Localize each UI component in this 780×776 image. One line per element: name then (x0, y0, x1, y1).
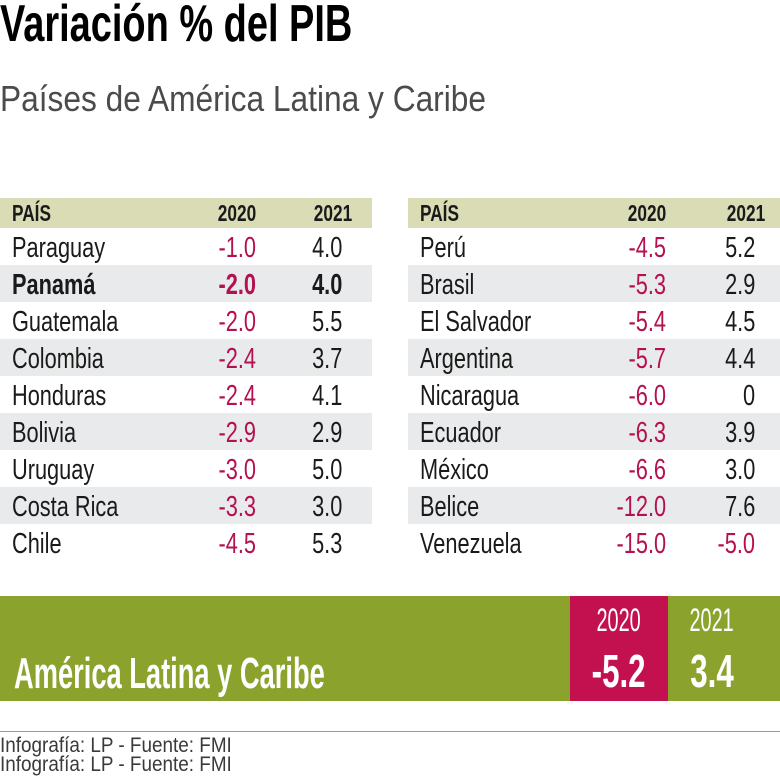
value-2020-cell: -2.4 (218, 343, 256, 375)
value-2020-cell: -4.5 (628, 232, 666, 264)
footer-credit: Infografía: LP - Fuente: FMI (0, 734, 232, 757)
value-2021-cell: 3.0 (311, 491, 342, 523)
value-2020-cell: -2.0 (218, 306, 256, 338)
value-2020-cell: -2.0 (218, 269, 256, 301)
table-row: Bolivia -2.9 2.9 (0, 413, 372, 450)
table-row: Guatemala -2.0 5.5 (0, 302, 372, 339)
table-row: Argentina -5.7 4.4 (408, 339, 780, 376)
country-cell: Nicaragua (420, 380, 520, 412)
country-cell: Panamá (12, 269, 96, 301)
country-cell: El Salvador (420, 306, 532, 338)
country-cell: Costa Rica (12, 491, 119, 523)
value-2020-cell: -6.3 (628, 417, 666, 449)
value-2021-cell: 2.9 (724, 269, 755, 301)
table-row: Costa Rica -3.3 3.0 (0, 487, 372, 524)
summary-2020-header: 2020 (596, 602, 642, 638)
value-2020-cell: -4.5 (218, 528, 256, 560)
value-2020-cell: -15.0 (616, 528, 666, 560)
summary-2020-value: -5.2 (592, 645, 646, 697)
summary-2021-value: 3.4 (690, 645, 734, 697)
value-2021-cell: 5.0 (311, 454, 342, 486)
country-tables: PAÍS 2020 2021 Paraguay -1.0 4.0 Panamá … (0, 198, 780, 561)
country-cell: Guatemala (12, 306, 119, 338)
country-cell: Paraguay (12, 232, 106, 264)
value-2021-cell: 5.3 (311, 528, 342, 560)
value-2020-cell: -6.0 (628, 380, 666, 412)
value-2020-cell: -5.7 (628, 343, 666, 375)
column-header-2021: 2021 (313, 199, 352, 226)
value-2020-cell: -5.3 (628, 269, 666, 301)
value-2020-cell: -12.0 (616, 491, 666, 523)
gdp-table-right: PAÍS 2020 2021 Perú -4.5 5.2 Brasil -5.3… (408, 198, 780, 561)
country-cell: Uruguay (12, 454, 95, 486)
country-cell: Chile (12, 528, 62, 560)
table-row: Honduras -2.4 4.1 (0, 376, 372, 413)
footer-divider (0, 731, 780, 732)
table-header-row: PAÍS 2020 2021 (408, 198, 780, 228)
table-row: Nicaragua -6.0 0 (408, 376, 780, 413)
value-2021-cell: 2.9 (311, 417, 342, 449)
summary-2021-cell: 2021 3.4 (668, 596, 756, 701)
country-cell: Belice (420, 491, 480, 523)
value-2021-cell: 7.6 (724, 491, 755, 523)
value-2021-cell: 3.7 (311, 343, 342, 375)
table-header-row: PAÍS 2020 2021 (0, 198, 372, 228)
table-row: Panamá -2.0 4.0 (0, 265, 372, 302)
country-cell: Ecuador (420, 417, 502, 449)
summary-label: América Latina y Caribe (14, 649, 325, 698)
value-2020-cell: -6.6 (628, 454, 666, 486)
value-2021-cell: 0 (742, 380, 755, 412)
value-2021-cell: 4.1 (311, 380, 342, 412)
value-2020-cell: -5.4 (628, 306, 666, 338)
value-2020-cell: -3.3 (218, 491, 256, 523)
page-subtitle: Países de América Latina y Caribe (0, 78, 487, 119)
column-header-2020: 2020 (627, 199, 666, 226)
table-row: Paraguay -1.0 4.0 (0, 228, 372, 265)
value-2021-cell: 3.9 (724, 417, 755, 449)
country-cell: Perú (420, 232, 466, 264)
summary-2020-cell: 2020 -5.2 (570, 596, 668, 701)
value-2020-cell: -2.9 (218, 417, 256, 449)
page-title: Variación % del PIB (0, 0, 353, 53)
value-2020-cell: -1.0 (218, 232, 256, 264)
value-2020-cell: -3.0 (218, 454, 256, 486)
summary-band: América Latina y Caribe 2020 -5.2 2021 3… (0, 596, 780, 701)
value-2021-cell: 4.0 (311, 269, 342, 301)
table-row: Perú -4.5 5.2 (408, 228, 780, 265)
value-2021-cell: 5.2 (724, 232, 755, 264)
table-row: Uruguay -3.0 5.0 (0, 450, 372, 487)
column-header-2020: 2020 (217, 199, 256, 226)
country-cell: México (420, 454, 489, 486)
value-2021-cell: 4.4 (724, 343, 755, 375)
country-cell: Argentina (420, 343, 514, 375)
table-row: Venezuela -15.0 -5.0 (408, 524, 780, 561)
footer-credit-clipped: Infografía: LP - Fuente: FMI (0, 753, 232, 776)
value-2021-cell: 4.0 (311, 232, 342, 264)
country-cell: Brasil (420, 269, 475, 301)
column-header-2021: 2021 (726, 199, 765, 226)
table-row: Colombia -2.4 3.7 (0, 339, 372, 376)
gdp-table-left: PAÍS 2020 2021 Paraguay -1.0 4.0 Panamá … (0, 198, 372, 561)
table-row: Ecuador -6.3 3.9 (408, 413, 780, 450)
value-2021-cell: -5.0 (717, 528, 755, 560)
value-2021-cell: 3.0 (724, 454, 755, 486)
column-header-country: PAÍS (12, 199, 51, 226)
column-header-country: PAÍS (420, 199, 459, 226)
country-cell: Bolivia (12, 417, 77, 449)
table-row: El Salvador -5.4 4.5 (408, 302, 780, 339)
country-cell: Colombia (12, 343, 104, 375)
table-row: Chile -4.5 5.3 (0, 524, 372, 561)
country-cell: Honduras (12, 380, 107, 412)
value-2021-cell: 4.5 (724, 306, 755, 338)
value-2021-cell: 5.5 (311, 306, 342, 338)
summary-2021-header: 2021 (689, 602, 735, 638)
table-row: Brasil -5.3 2.9 (408, 265, 780, 302)
value-2020-cell: -2.4 (218, 380, 256, 412)
country-cell: Venezuela (420, 528, 522, 560)
table-row: Belice -12.0 7.6 (408, 487, 780, 524)
table-row: México -6.6 3.0 (408, 450, 780, 487)
